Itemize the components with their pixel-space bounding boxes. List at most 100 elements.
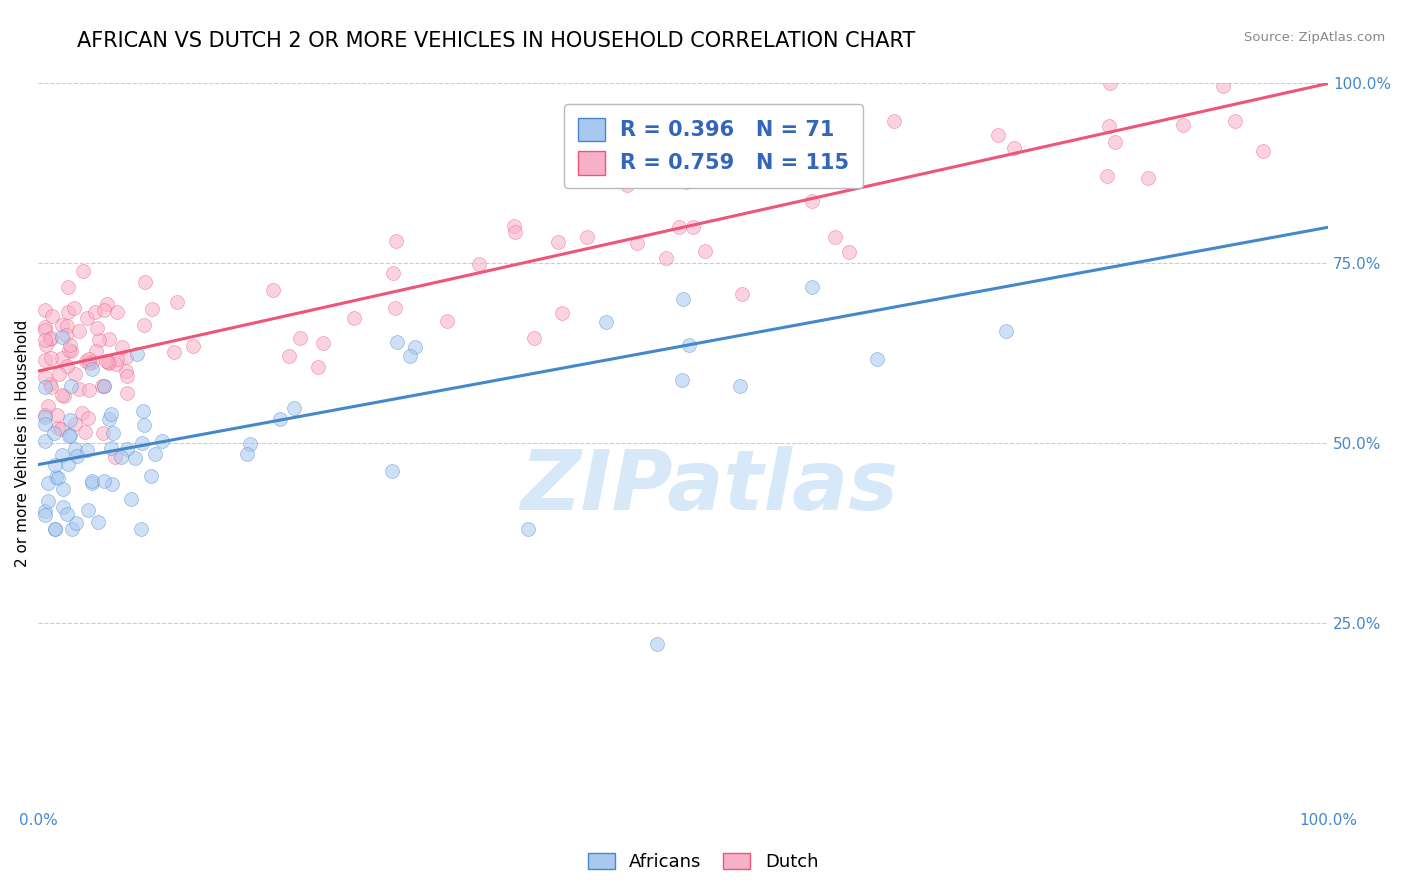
Point	[503, 225, 526, 239]
Point	[58, 343, 80, 357]
Point	[45, 469, 67, 483]
Point	[115, 350, 138, 364]
Point	[39, 376, 62, 391]
Point	[277, 349, 299, 363]
Point	[381, 266, 404, 280]
Point	[124, 450, 146, 465]
Point	[115, 442, 138, 456]
Point	[682, 219, 704, 234]
Point	[866, 351, 889, 366]
Point	[41, 309, 63, 323]
Point	[34, 302, 56, 317]
Point	[48, 367, 70, 381]
Point	[262, 283, 284, 297]
Point	[343, 311, 366, 326]
Point	[110, 450, 132, 464]
Point	[76, 310, 98, 325]
Point	[1251, 144, 1274, 158]
Point	[120, 492, 142, 507]
Point	[37, 493, 59, 508]
Point	[671, 374, 693, 388]
Point	[86, 320, 108, 334]
Point	[77, 356, 100, 370]
Point	[647, 637, 669, 651]
Point	[987, 128, 1010, 142]
Point	[72, 264, 94, 278]
Point	[404, 340, 426, 354]
Point	[41, 351, 63, 366]
Point	[117, 368, 139, 383]
Point	[1212, 78, 1234, 93]
Point	[143, 447, 166, 461]
Point	[307, 359, 329, 374]
Point	[60, 522, 83, 536]
Point	[93, 378, 115, 392]
Point	[183, 339, 205, 353]
Point	[52, 482, 75, 496]
Point	[34, 508, 56, 522]
Point	[51, 388, 73, 402]
Point	[115, 386, 138, 401]
Point	[162, 345, 184, 359]
Point	[576, 230, 599, 244]
Point	[801, 194, 824, 208]
Point	[63, 417, 86, 431]
Point	[38, 332, 60, 346]
Point	[399, 349, 422, 363]
Point	[34, 410, 56, 425]
Point	[91, 379, 114, 393]
Point	[34, 353, 56, 368]
Point	[82, 475, 104, 489]
Point	[44, 522, 66, 536]
Point	[994, 325, 1017, 339]
Point	[82, 355, 104, 369]
Point	[239, 437, 262, 451]
Point	[883, 113, 905, 128]
Point	[63, 442, 86, 457]
Point	[523, 331, 546, 345]
Point	[114, 364, 136, 378]
Point	[150, 434, 173, 448]
Point	[801, 280, 824, 294]
Point	[34, 369, 56, 384]
Point	[93, 302, 115, 317]
Point	[93, 475, 115, 489]
Point	[34, 417, 56, 431]
Point	[626, 236, 648, 251]
Point	[111, 340, 134, 354]
Point	[87, 333, 110, 347]
Point	[56, 318, 79, 333]
Point	[66, 449, 89, 463]
Point	[105, 304, 128, 318]
Point	[39, 380, 62, 394]
Point	[668, 220, 690, 235]
Point	[269, 412, 291, 426]
Point	[51, 330, 73, 344]
Point	[1136, 170, 1159, 185]
Point	[56, 508, 79, 522]
Point	[97, 412, 120, 426]
Point	[63, 368, 86, 382]
Point	[59, 427, 82, 442]
Point	[503, 219, 526, 233]
Point	[139, 469, 162, 483]
Point	[728, 379, 751, 393]
Point	[76, 443, 98, 458]
Point	[104, 450, 127, 465]
Text: ZIPatlas: ZIPatlas	[520, 446, 898, 526]
Point	[381, 464, 404, 478]
Point	[34, 338, 56, 352]
Point	[46, 409, 69, 423]
Point	[51, 318, 73, 332]
Point	[385, 335, 408, 350]
Point	[37, 476, 59, 491]
Point	[131, 436, 153, 450]
Point	[77, 410, 100, 425]
Point	[105, 357, 128, 371]
Point	[131, 404, 153, 418]
Point	[34, 408, 56, 422]
Point	[60, 378, 83, 392]
Point	[97, 332, 120, 346]
Point	[384, 301, 406, 316]
Point	[34, 434, 56, 448]
